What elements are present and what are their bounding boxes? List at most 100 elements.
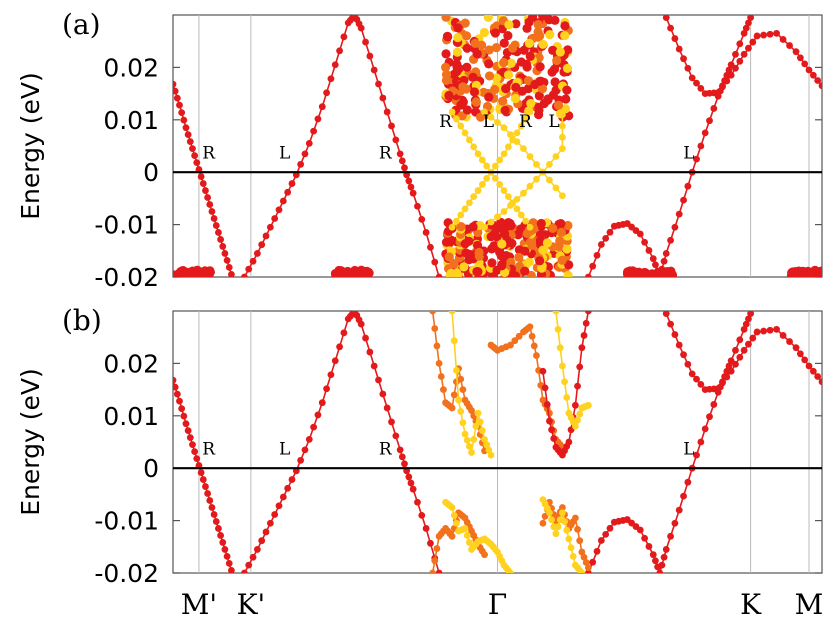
panel-b-series-point bbox=[658, 561, 666, 569]
panel-a-series-point bbox=[279, 197, 287, 205]
panel-a-cluster-point bbox=[545, 29, 555, 40]
panel-a-cluster-point bbox=[441, 49, 451, 59]
panel-b-series-point bbox=[225, 559, 233, 567]
panel-b-series-point bbox=[550, 435, 558, 442]
panel-a-cluster-point bbox=[452, 47, 462, 57]
panel-b-series-point bbox=[396, 446, 404, 454]
panel-b-series-point bbox=[340, 329, 348, 337]
panel-b-series-point bbox=[582, 319, 590, 327]
panel-a-series-point bbox=[526, 223, 534, 231]
panel-b-series-point bbox=[481, 551, 488, 559]
panel-a-series-point bbox=[217, 236, 224, 243]
panel-b-series-point bbox=[463, 436, 471, 444]
panel-b-series-line bbox=[451, 311, 492, 456]
panel-a-cluster-point bbox=[498, 96, 508, 106]
panel-a-series-point bbox=[370, 66, 378, 74]
panel-a-cluster-point bbox=[555, 236, 565, 246]
panel-b-series-point bbox=[719, 379, 726, 387]
panel-a-series-point bbox=[496, 181, 504, 188]
panel-a-cluster-point bbox=[441, 237, 452, 247]
panel-a-cluster-point bbox=[460, 239, 470, 249]
panel-a-series-point bbox=[178, 109, 186, 117]
panel-a-series-point bbox=[357, 24, 365, 32]
panel-a-cluster-point bbox=[547, 67, 557, 77]
panel-b-series-point bbox=[543, 401, 551, 408]
panel-a-cluster-point bbox=[484, 59, 494, 69]
panel-b-series-point bbox=[379, 390, 387, 398]
panel-b-series-point bbox=[465, 539, 473, 546]
panel-a-cluster-point bbox=[537, 84, 548, 94]
panel-b-series-point bbox=[240, 569, 248, 573]
panel-a-series-point bbox=[180, 116, 188, 124]
panel-b-series-point bbox=[366, 348, 374, 356]
panel-b-series-point bbox=[431, 557, 439, 565]
panel-b-series-point bbox=[675, 341, 683, 349]
panel-b-series-point bbox=[433, 545, 441, 552]
panel-a-series-point bbox=[680, 196, 687, 204]
panel-a-cluster-point bbox=[460, 18, 470, 28]
panel-a-cluster-point bbox=[449, 259, 459, 269]
panel-a-series-point bbox=[494, 119, 501, 126]
panel-a-series-point bbox=[202, 187, 209, 194]
panel-a-series-point bbox=[597, 241, 605, 248]
panel-b-series-point bbox=[606, 524, 614, 532]
panel-a-series-point bbox=[671, 223, 679, 231]
panel-b-series-point bbox=[727, 367, 735, 375]
panel-a-cluster-point bbox=[557, 255, 567, 265]
panel-a-cluster-point bbox=[500, 229, 510, 239]
panel-a-series-point bbox=[779, 36, 787, 43]
panel-a-cluster-point bbox=[484, 71, 495, 81]
panel-a-series-point bbox=[398, 157, 406, 165]
panel-b-series-point bbox=[548, 426, 555, 434]
panel-a-series-point bbox=[204, 194, 212, 201]
panel-b-series-point bbox=[182, 420, 190, 428]
panel-b-series-point bbox=[310, 423, 318, 431]
panel-a-crossing-label: L bbox=[548, 112, 559, 132]
panel-b-series-point bbox=[362, 334, 369, 342]
panel-a-series-point bbox=[197, 173, 205, 180]
panel-a-series-point bbox=[792, 48, 800, 56]
panel-a-series-point bbox=[225, 263, 233, 271]
panel-a-series-point bbox=[801, 60, 809, 68]
panel-b-series-point bbox=[375, 376, 382, 384]
panel-b-series-point bbox=[433, 342, 441, 350]
panel-a-cluster-point bbox=[563, 270, 573, 277]
panel-a-cluster-point bbox=[535, 235, 546, 246]
panel-a-cluster-point bbox=[639, 267, 650, 277]
panel-a-cluster-point bbox=[536, 218, 546, 229]
panel-b-series-point bbox=[370, 362, 378, 370]
panel-b-series-point bbox=[485, 446, 493, 454]
panel-b-series-point bbox=[546, 509, 553, 517]
panel-b-series-point bbox=[507, 569, 514, 573]
panel-a-series-point bbox=[275, 206, 283, 214]
panel-a-cluster-point bbox=[548, 223, 558, 233]
panel-a-y-axis-title: Energy (eV) bbox=[16, 72, 45, 219]
panel-a-cluster-point bbox=[564, 260, 574, 270]
panel-a-cluster-point bbox=[499, 38, 509, 48]
panel-b-series-point bbox=[584, 311, 592, 315]
panel-a-series-point bbox=[182, 124, 190, 132]
panel-a-cluster-point bbox=[456, 100, 466, 110]
panel-b-series-point bbox=[435, 360, 443, 367]
panel-b-series-point bbox=[667, 320, 674, 328]
panel-b-series-point bbox=[221, 546, 229, 553]
panel-a-cluster-point bbox=[534, 91, 544, 101]
panel-a-series-point bbox=[221, 250, 229, 257]
panel-a-series-point bbox=[546, 176, 553, 184]
x-tick-label: M' bbox=[181, 588, 217, 621]
panel-a-series-point bbox=[745, 19, 752, 27]
panel-b-series-point bbox=[414, 498, 421, 506]
panel-a-series-point bbox=[753, 32, 761, 40]
panel-b-series-point bbox=[448, 311, 456, 315]
panel-a-series-point bbox=[796, 54, 804, 62]
panel-a-series-point bbox=[418, 215, 426, 223]
panel-a-series-point bbox=[602, 234, 610, 242]
panel-a-series-point bbox=[301, 150, 309, 158]
panel-a-cluster-point bbox=[508, 43, 518, 53]
panel-b-series-point bbox=[578, 548, 586, 556]
panel-a-series-point bbox=[513, 138, 521, 146]
panel-a-cluster-point bbox=[472, 240, 483, 250]
panel-a-cluster-point bbox=[527, 240, 537, 250]
panel-b-series-point bbox=[809, 367, 817, 375]
